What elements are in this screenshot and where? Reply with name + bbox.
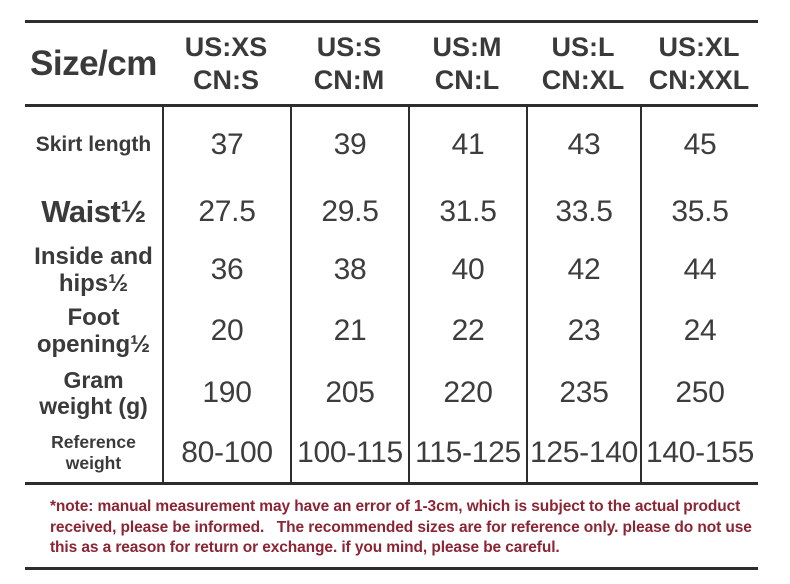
cell-value: 27.5 [162, 183, 290, 240]
cell-value: 23 [526, 300, 640, 361]
cn-size-label: CN:XL [541, 64, 625, 95]
cell-value: 21 [290, 300, 408, 361]
cell-value: 235 [526, 361, 640, 424]
row-label: Reference weight [51, 432, 136, 473]
cell-value: 43 [526, 107, 640, 183]
us-size-label: US:XS [184, 31, 268, 62]
cn-size-label: CN:L [434, 64, 500, 95]
cn-size-label: CN:S [193, 64, 259, 95]
row-label: Inside and hips½ [34, 243, 153, 297]
cell-value: 190 [162, 361, 290, 424]
cell-value: 205 [290, 361, 408, 424]
row-label: Gram weight (g) [39, 366, 148, 419]
measurement-note: *note: manual measurement may have an er… [50, 498, 752, 556]
cell-value: 24 [640, 300, 758, 361]
cell-value: 80-100 [162, 424, 290, 482]
table-header-row: Size/cm US:XS CN:S US:S CN:M US:M CN:L U… [25, 23, 758, 104]
cell-value: 37 [162, 107, 290, 183]
cell-value: 41 [408, 107, 526, 183]
cn-size-label: CN:M [313, 64, 385, 95]
table-title: Size/cm [30, 43, 157, 83]
table-row-gram-weight: Gram weight (g) 190 205 220 235 250 [25, 361, 758, 424]
cell-value: 44 [640, 240, 758, 300]
cell-value: 38 [290, 240, 408, 300]
cell-value: 31.5 [408, 183, 526, 240]
table-bottom-rule [25, 482, 758, 485]
row-label: Foot opening½ [36, 303, 151, 358]
cell-value: 220 [408, 361, 526, 424]
cell-value: 22 [408, 300, 526, 361]
cell-value: 115-125 [408, 424, 526, 482]
table-row-waist: Waist½ 27.5 29.5 31.5 33.5 35.5 [25, 183, 758, 240]
table-top-rule [25, 20, 758, 23]
us-size-label: US:XL [658, 31, 740, 62]
footer-rule [25, 566, 758, 570]
cell-value: 39 [290, 107, 408, 183]
column-header-m: US:M CN:L [408, 23, 526, 104]
cell-value: 100-115 [290, 424, 408, 482]
cell-value: 36 [162, 240, 290, 300]
table-row-foot-opening: Foot opening½ 20 21 22 23 24 [25, 300, 758, 361]
cell-value: 35.5 [640, 183, 758, 240]
column-header-xl: US:XL CN:XXL [640, 23, 758, 104]
row-label: Waist½ [41, 193, 146, 229]
cell-value: 29.5 [290, 183, 408, 240]
cn-size-label: CN:XXL [648, 64, 750, 95]
cell-value: 250 [640, 361, 758, 424]
us-size-label: US:L [551, 31, 615, 62]
column-header-xs: US:XS CN:S [162, 23, 290, 104]
cell-value: 33.5 [526, 183, 640, 240]
table-row-reference-weight: Reference weight 80-100 100-115 115-125 … [25, 424, 758, 482]
us-size-label: US:M [432, 31, 502, 62]
table-row-skirt-length: Skirt length 37 39 41 43 45 [25, 107, 758, 183]
table-row-inside-hips: Inside and hips½ 36 38 40 42 44 [25, 240, 758, 300]
size-chart: Size/cm US:XS CN:S US:S CN:M US:M CN:L U… [25, 20, 758, 570]
cell-value: 42 [526, 240, 640, 300]
cell-value: 140-155 [640, 424, 758, 482]
cell-value: 40 [408, 240, 526, 300]
cell-value: 20 [162, 300, 290, 361]
column-header-s: US:S CN:M [290, 23, 408, 104]
cell-value: 45 [640, 107, 758, 183]
row-label: Skirt length [35, 133, 152, 156]
column-header-l: US:L CN:XL [526, 23, 640, 104]
cell-value: 125-140 [526, 424, 640, 482]
us-size-label: US:S [316, 31, 382, 62]
header-bottom-rule [25, 104, 758, 107]
